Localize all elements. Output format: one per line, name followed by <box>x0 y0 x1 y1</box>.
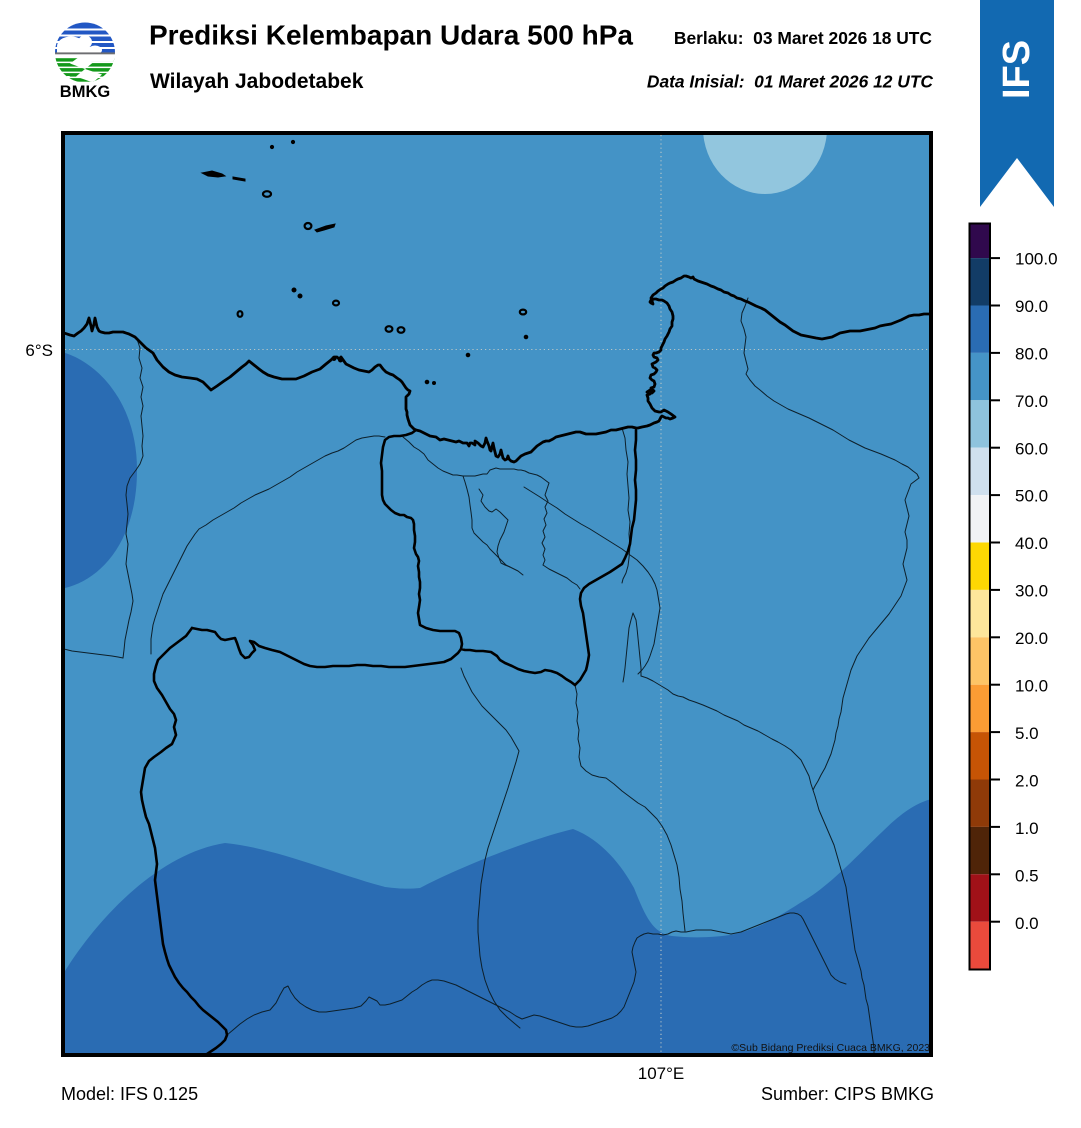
svg-text:BMKG: BMKG <box>60 83 110 101</box>
svg-text:©Sub Bidang Prediksi Cuaca BMK: ©Sub Bidang Prediksi Cuaca BMKG, 2023 <box>731 1042 930 1054</box>
svg-text:100.0: 100.0 <box>1015 250 1058 269</box>
svg-text:70.0: 70.0 <box>1015 392 1048 411</box>
svg-text:107°E: 107°E <box>638 1064 685 1083</box>
svg-text:6°S: 6°S <box>25 341 53 360</box>
svg-text:50.0: 50.0 <box>1015 487 1048 506</box>
svg-text:10.0: 10.0 <box>1015 677 1048 696</box>
svg-text:2.0: 2.0 <box>1015 772 1039 791</box>
svg-text:40.0: 40.0 <box>1015 534 1048 553</box>
svg-text:60.0: 60.0 <box>1015 440 1048 459</box>
svg-text:Sumber: CIPS BMKG: Sumber: CIPS BMKG <box>761 1084 934 1104</box>
svg-text:20.0: 20.0 <box>1015 629 1048 648</box>
svg-text:Data Inisial: 01 Maret 2026 1: Data Inisial: 01 Maret 2026 12 UTC <box>647 72 934 92</box>
svg-text:Wilayah Jabodetabek: Wilayah Jabodetabek <box>150 70 364 93</box>
svg-text:80.0: 80.0 <box>1015 345 1048 364</box>
svg-text:Prediksi Kelembapan Udara 500: Prediksi Kelembapan Udara 500 hPa <box>149 20 633 51</box>
svg-text:0.0: 0.0 <box>1015 914 1039 933</box>
svg-text:Berlaku: 03 Maret 2026 18 UTC: Berlaku: 03 Maret 2026 18 UTC <box>674 28 933 48</box>
svg-text:30.0: 30.0 <box>1015 582 1048 601</box>
svg-text:90.0: 90.0 <box>1015 297 1048 316</box>
svg-text:IFS: IFS <box>996 40 1038 99</box>
svg-text:Model: IFS 0.125: Model: IFS 0.125 <box>61 1084 198 1104</box>
svg-text:0.5: 0.5 <box>1015 867 1039 886</box>
svg-text:1.0: 1.0 <box>1015 819 1039 838</box>
svg-text:5.0: 5.0 <box>1015 724 1039 743</box>
